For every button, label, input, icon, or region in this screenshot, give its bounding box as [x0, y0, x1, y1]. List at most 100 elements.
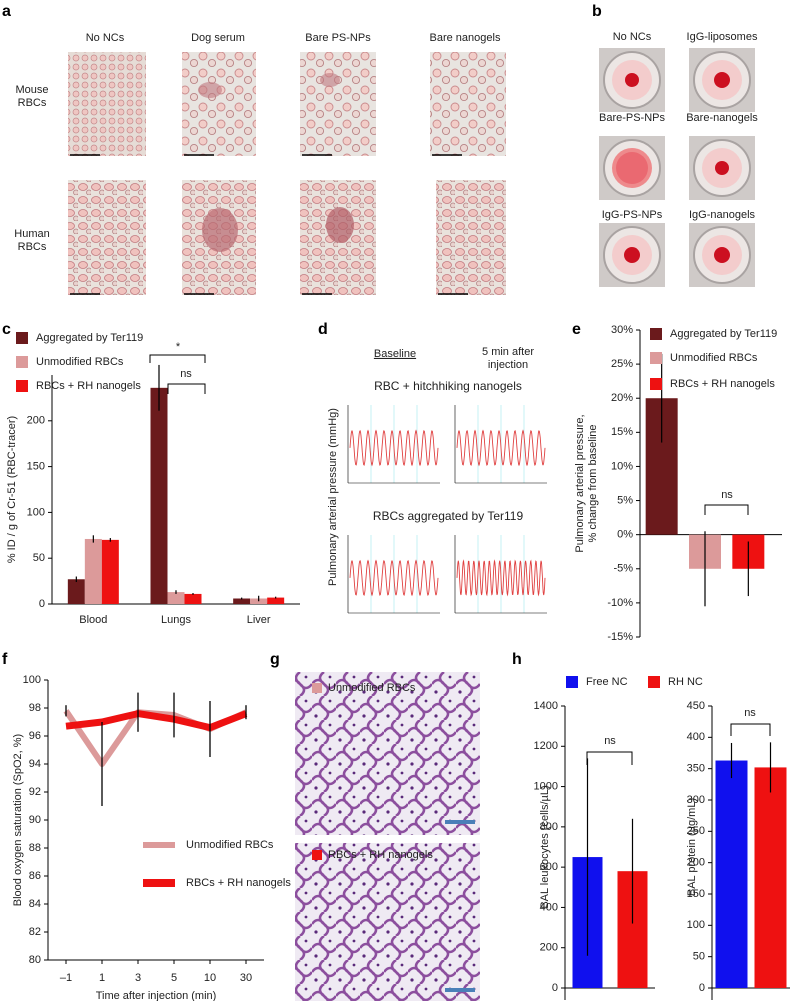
- panel-label: f: [2, 651, 8, 668]
- y-tick-label: 1200: [534, 740, 558, 752]
- y-tick-label: 82: [29, 926, 41, 938]
- well-label: No NCs: [613, 31, 652, 43]
- bar: [267, 597, 285, 604]
- y-tick-label: -10%: [607, 597, 633, 609]
- y-tick-label: 86: [29, 870, 41, 882]
- y-tick-label: 200: [27, 415, 45, 427]
- panel-label: d: [318, 321, 328, 338]
- x-tick-label: Lungs: [161, 614, 191, 626]
- micrograph: [300, 52, 376, 156]
- trace-title: RBCs aggregated by Ter119: [373, 509, 524, 523]
- y-axis-label: Blood oxygen saturation (SpO2, %): [12, 734, 24, 906]
- legend-swatch: [16, 380, 28, 392]
- x-tick-label: Blood: [79, 614, 107, 626]
- x-tick-label: 3: [135, 972, 141, 984]
- scale-bars: [70, 154, 468, 295]
- y-tick-label: 350: [687, 763, 705, 775]
- column-label: Dog serum: [191, 32, 245, 44]
- legend-label: Aggregated by Ter119: [670, 328, 777, 340]
- y-tick-label: 100: [23, 674, 41, 686]
- micrograph: [182, 52, 256, 156]
- panel-label: g: [270, 651, 280, 668]
- y-tick-label: 96: [29, 730, 41, 742]
- y-tick-label: 1400: [534, 700, 558, 712]
- panel-label: c: [2, 321, 11, 338]
- y-tick-label: 0%: [617, 529, 633, 541]
- histology: [295, 843, 480, 1001]
- y-axis-label: Pulmonary arterial pressure,: [574, 414, 586, 552]
- well-label: Bare-PS-NPs: [599, 112, 666, 124]
- pressure-trace: [349, 559, 439, 597]
- legend-swatch: [16, 356, 28, 368]
- y-tick-label: 100: [27, 506, 45, 518]
- panel-label: b: [592, 3, 602, 20]
- legend-label: RBCs + RH nanogels: [328, 849, 433, 861]
- y-tick-label: 0: [39, 598, 45, 610]
- trace-heading: 5 min after injection: [482, 346, 534, 371]
- bar: [184, 593, 202, 604]
- legend-label: Aggregated by Ter119: [36, 332, 143, 344]
- legend-label: RBCs + RH nanogels: [36, 380, 141, 392]
- x-tick-label: Liver: [247, 614, 271, 626]
- y-tick-label: 90: [29, 814, 41, 826]
- y-tick-label: 84: [29, 898, 41, 910]
- panel-label: a: [2, 3, 11, 20]
- y-tick-label: 30%: [611, 324, 633, 336]
- y-tick-label: 150: [27, 461, 45, 473]
- column-label: No NCs: [86, 32, 125, 44]
- y-tick-label: 0: [699, 982, 705, 994]
- y-tick-label: 200: [687, 857, 705, 869]
- row-label: Human RBCs: [14, 228, 50, 253]
- bar: [150, 387, 168, 604]
- legend-swatch: [566, 676, 578, 688]
- annotation: ns: [180, 368, 192, 380]
- legend-label: Unmodified RBCs: [670, 352, 758, 364]
- x-axis-label: Time after injection (min): [96, 990, 217, 1001]
- rbc-spot: [715, 161, 729, 175]
- panel-label: h: [512, 651, 522, 668]
- y-tick-label: 10%: [611, 460, 633, 472]
- legend-label: Unmodified RBCs: [186, 839, 274, 851]
- legend-swatch: [312, 850, 322, 860]
- bar: [84, 538, 102, 604]
- row-label: Mouse RBCs: [15, 84, 49, 109]
- panel-g-images: [295, 672, 480, 1001]
- y-axis-label: BAL protein (µg/mL): [686, 798, 698, 896]
- histology: [295, 672, 480, 835]
- legend-swatch: [650, 352, 662, 364]
- y-tick-label: 50: [33, 552, 45, 564]
- bar: [754, 767, 787, 988]
- legend-swatch: [312, 683, 322, 693]
- y-axis-label: Pulmonary arterial pressure (mmHg): [327, 408, 339, 586]
- x-tick-label: 30: [240, 972, 252, 984]
- y-tick-label: 100: [687, 919, 705, 931]
- legend-swatch: [650, 328, 662, 340]
- column-label: Bare nanogels: [430, 32, 501, 44]
- y-axis-label: % change from baseline: [587, 424, 599, 542]
- x-tick-label: 5: [171, 972, 177, 984]
- annotation: ns: [744, 707, 756, 719]
- well-label: IgG-nanogels: [689, 209, 756, 221]
- y-tick-label: -5%: [613, 563, 633, 575]
- y-tick-label: 400: [687, 731, 705, 743]
- legend-swatch: [16, 332, 28, 344]
- y-tick-label: 400: [540, 901, 558, 913]
- legend-label: RBCs + RH nanogels: [186, 877, 291, 889]
- micrograph: [430, 52, 506, 156]
- y-tick-label: 200: [540, 942, 558, 954]
- y-tick-label: 80: [29, 954, 41, 966]
- y-tick-label: 800: [540, 821, 558, 833]
- y-tick-label: 1000: [534, 780, 558, 792]
- bracket: [586, 751, 633, 765]
- rbc-spot: [714, 247, 730, 263]
- y-tick-label: 450: [687, 700, 705, 712]
- line: [65, 710, 248, 732]
- legend-label: Unmodified RBCs: [328, 682, 416, 694]
- rbc-spot: [714, 72, 730, 88]
- panel-label: e: [572, 321, 581, 338]
- x-tick-label: –1: [60, 972, 72, 984]
- y-tick-label: 5%: [617, 494, 633, 506]
- legend-label: RH NC: [668, 676, 703, 688]
- panel-a-images: [68, 52, 506, 295]
